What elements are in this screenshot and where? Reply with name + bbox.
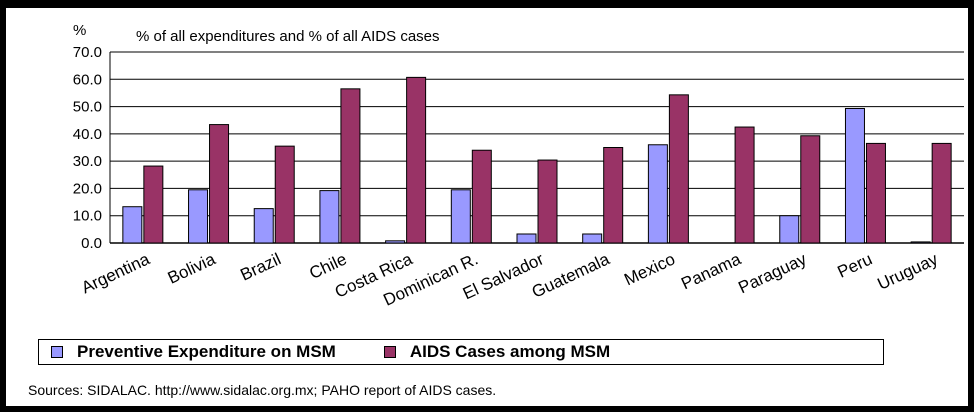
x-category-label: Paraguay (735, 249, 809, 297)
x-category-label: Chile (306, 249, 349, 283)
bar-preventive-expenditure (253, 208, 274, 244)
chart-title: % of all expenditures and % of all AIDS … (136, 28, 440, 45)
legend-label-aids-cases: AIDS Cases among MSM (409, 342, 611, 361)
bar-aids-cases (865, 142, 886, 244)
y-tick-label: 40.0 (73, 126, 102, 143)
bar-aids-cases (209, 124, 230, 244)
x-category-label: Argentina (79, 249, 153, 297)
bar-preventive-expenditure (450, 189, 471, 244)
x-category-label: Peru (835, 249, 876, 281)
x-category-label: Panama (678, 249, 744, 293)
legend-swatch-aids-cases (383, 346, 396, 358)
sources-note: Sources: SIDALAC. http://www.sidalac.org… (28, 382, 497, 398)
y-tick-label: 30.0 (73, 153, 102, 170)
x-category-label: Bolivia (165, 249, 219, 288)
x-category-label: Uruguay (875, 249, 942, 294)
bar-aids-cases (537, 159, 558, 244)
bar-chart: 0.0 10.0 20.0 30.0 40.0 50.0 60.0 70.0 Argentina… (73, 44, 964, 310)
bar-preventive-expenditure (647, 144, 668, 244)
bar-preventive-expenditure (122, 206, 143, 244)
bar-aids-cases (603, 147, 624, 244)
legend-item-preventive: Preventive Expenditure on MSM (51, 342, 336, 362)
bar-preventive-expenditure (779, 215, 800, 244)
bar-preventive-expenditure (844, 107, 865, 244)
legend: Preventive Expenditure on MSM AIDS Cases… (38, 339, 884, 365)
legend-item-aids-cases: AIDS Cases among MSM (383, 342, 611, 362)
bar-preventive-expenditure (516, 233, 537, 244)
y-tick-label: 60.0 (73, 71, 102, 88)
legend-swatch-preventive (51, 346, 63, 358)
bar-preventive-expenditure (582, 233, 603, 244)
bar-preventive-expenditure (319, 190, 340, 244)
x-category-label: Mexico (621, 249, 678, 289)
bar-aids-cases (800, 135, 821, 244)
chart-frame: % % of all expenditures and % of all AID… (6, 8, 968, 406)
bar-preventive-expenditure (188, 189, 209, 244)
bar-preventive-expenditure (385, 240, 406, 244)
legend-label-preventive: Preventive Expenditure on MSM (77, 342, 336, 361)
y-tick-label: 20.0 (73, 180, 102, 197)
bar-aids-cases (340, 88, 361, 244)
y-axis-unit-label: % (73, 22, 87, 39)
bar-aids-cases (734, 126, 755, 244)
bar-aids-cases (406, 76, 427, 244)
y-tick-label: 10.0 (73, 208, 102, 225)
y-tick-label: 0.0 (81, 235, 102, 252)
x-category-label: Brazil (237, 249, 284, 284)
bar-aids-cases (668, 94, 689, 244)
y-tick-label: 70.0 (73, 44, 102, 61)
bar-preventive-expenditure (910, 241, 931, 244)
bar-aids-cases (143, 165, 164, 244)
bar-aids-cases (471, 149, 492, 244)
y-tick-label: 50.0 (73, 99, 102, 116)
bar-aids-cases (274, 145, 295, 244)
bar-aids-cases (931, 142, 952, 244)
